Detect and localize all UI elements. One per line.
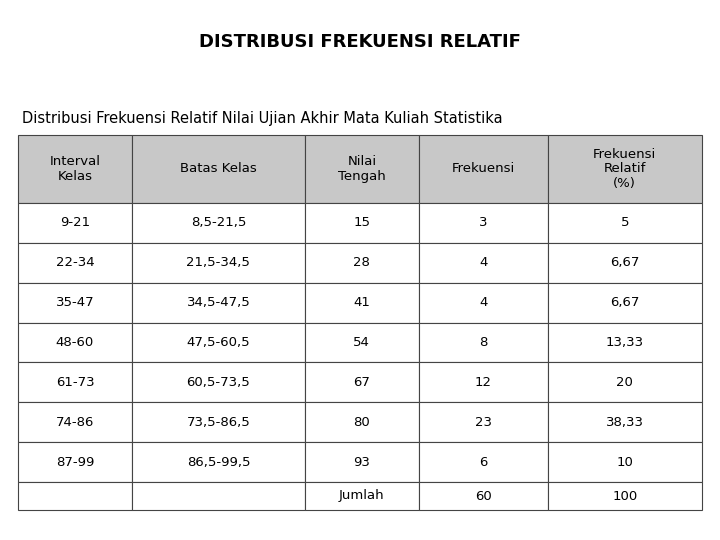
Text: 35-47: 35-47 [55,296,94,309]
Bar [18,482,132,510]
Text: 15: 15 [354,217,370,230]
Bar [18,283,132,322]
Text: 54: 54 [354,336,370,349]
Text: 38,33: 38,33 [606,416,644,429]
Bar [547,203,702,243]
Text: Jumlah: Jumlah [339,489,384,503]
Text: DISTRIBUSI FREKUENSI RELATIF: DISTRIBUSI FREKUENSI RELATIF [199,33,521,51]
Text: Batas Kelas: Batas Kelas [180,163,257,176]
Bar [132,442,305,482]
Text: 3: 3 [479,217,487,230]
Text: 41: 41 [354,296,370,309]
Text: 80: 80 [354,416,370,429]
Text: 86,5-99,5: 86,5-99,5 [186,456,250,469]
Bar [547,243,702,283]
Bar [18,135,132,203]
Bar [132,283,305,322]
Bar [419,402,547,442]
Bar [419,362,547,402]
Text: 73,5-86,5: 73,5-86,5 [186,416,251,429]
Bar [547,482,702,510]
Text: 13,33: 13,33 [606,336,644,349]
Text: 60,5-73,5: 60,5-73,5 [186,376,251,389]
Text: 10: 10 [616,456,633,469]
Bar [132,322,305,362]
Text: Interval
Kelas: Interval Kelas [50,155,101,183]
Text: 12: 12 [474,376,492,389]
Text: 9-21: 9-21 [60,217,90,230]
Bar [547,442,702,482]
Bar [419,243,547,283]
Bar [305,442,419,482]
Text: 34,5-47,5: 34,5-47,5 [186,296,251,309]
Bar [419,283,547,322]
Text: 6: 6 [479,456,487,469]
Bar [305,362,419,402]
Bar [305,402,419,442]
Bar [132,362,305,402]
Bar [132,203,305,243]
Text: 60: 60 [474,489,492,503]
Bar [305,135,419,203]
Bar [18,322,132,362]
Bar [132,135,305,203]
Text: 6,67: 6,67 [610,296,639,309]
Bar [132,402,305,442]
Bar [547,322,702,362]
Text: Frekuensi
Relatif
(%): Frekuensi Relatif (%) [593,147,657,191]
Text: 20: 20 [616,376,633,389]
Bar [18,243,132,283]
Bar [419,442,547,482]
Text: 8,5-21,5: 8,5-21,5 [191,217,246,230]
Text: 87-99: 87-99 [56,456,94,469]
Bar [305,203,419,243]
Bar [18,203,132,243]
Bar [132,482,305,510]
Bar [305,243,419,283]
Text: 48-60: 48-60 [56,336,94,349]
Bar [547,283,702,322]
Text: 47,5-60,5: 47,5-60,5 [186,336,251,349]
Bar [547,402,702,442]
Bar [419,322,547,362]
Bar [547,362,702,402]
Bar [18,442,132,482]
Bar [305,482,419,510]
Bar [18,362,132,402]
Bar [547,135,702,203]
Bar [419,482,547,510]
Text: Frekuensi: Frekuensi [451,163,515,176]
Text: 6,67: 6,67 [610,256,639,269]
Text: 61-73: 61-73 [55,376,94,389]
Text: Distribusi Frekuensi Relatif Nilai Ujian Akhir Mata Kuliah Statistika: Distribusi Frekuensi Relatif Nilai Ujian… [22,111,503,125]
Bar [305,322,419,362]
Text: 23: 23 [474,416,492,429]
Text: 100: 100 [612,489,637,503]
Bar [419,135,547,203]
Text: 74-86: 74-86 [56,416,94,429]
Bar [419,203,547,243]
Text: 8: 8 [479,336,487,349]
Bar [18,402,132,442]
Text: 4: 4 [479,296,487,309]
Bar [305,283,419,322]
Text: Nilai
Tengah: Nilai Tengah [338,155,386,183]
Text: 67: 67 [354,376,370,389]
Text: 28: 28 [354,256,370,269]
Bar [132,243,305,283]
Text: 4: 4 [479,256,487,269]
Text: 21,5-34,5: 21,5-34,5 [186,256,251,269]
Text: 93: 93 [354,456,370,469]
Text: 22-34: 22-34 [55,256,94,269]
Text: 5: 5 [621,217,629,230]
